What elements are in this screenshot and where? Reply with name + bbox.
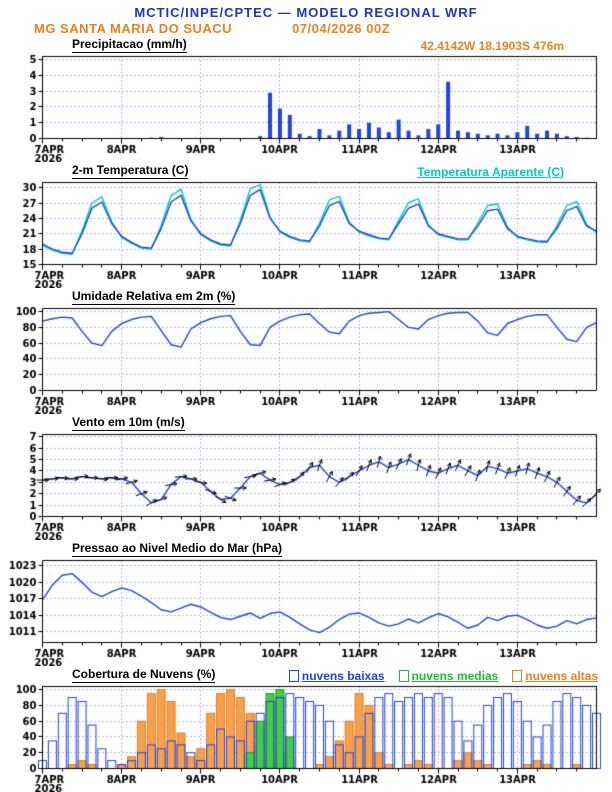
model-title: MCTIC/INPE/CPTEC — MODELO REGIONAL WRF bbox=[134, 5, 478, 20]
panel-temperature: 2-m Temperatura (C) Temperatura Aparente… bbox=[0, 162, 612, 288]
panel-pressure: Pressao ao Nivel Medio do Mar (hPa) bbox=[0, 540, 612, 666]
legend-label-low-clouds: nuvens baixas bbox=[301, 669, 385, 683]
pressure-chart bbox=[0, 557, 612, 666]
cloud-legend: nuvens baixas nuvens medias nuvens altas bbox=[288, 669, 598, 683]
panel-title-humidity: Umidade Relativa em 2m (%) bbox=[72, 289, 236, 305]
station-coordinates: 42.4142W 18.1903S 476m bbox=[420, 39, 564, 53]
panel-title-pressure: Pressao ao Nivel Medio do Mar (hPa) bbox=[72, 541, 283, 557]
panel-precipitation: Precipitacao (mm/h) 42.4142W 18.1903S 47… bbox=[0, 36, 612, 162]
legend-label-mid-clouds: nuvens medias bbox=[411, 669, 499, 683]
panel-head-precipitation: Precipitacao (mm/h) 42.4142W 18.1903S 47… bbox=[0, 36, 612, 53]
low-clouds-swatch-icon bbox=[288, 670, 299, 682]
station-header: MG SANTA MARIA DO SUACU 07/04/2026 00Z bbox=[34, 21, 612, 36]
panel-title-cloud-cover: Cobertura de Nuvens (%) bbox=[72, 667, 216, 683]
station-name: MG SANTA MARIA DO SUACU bbox=[34, 21, 233, 36]
apparent-temperature-label: Temperatura Aparente (C) bbox=[417, 165, 564, 179]
panel-head-pressure: Pressao ao Nivel Medio do Mar (hPa) bbox=[0, 540, 612, 557]
legend-item-high-clouds: nuvens altas bbox=[512, 669, 598, 683]
mid-clouds-swatch-icon bbox=[398, 670, 409, 682]
panel-title-wind: Vento em 10m (m/s) bbox=[72, 415, 185, 431]
legend-label-high-clouds: nuvens altas bbox=[525, 669, 598, 683]
panel-humidity: Umidade Relativa em 2m (%) bbox=[0, 288, 612, 414]
panel-head-wind: Vento em 10m (m/s) bbox=[0, 414, 612, 431]
high-clouds-swatch-icon bbox=[512, 670, 523, 682]
panel-title-temperature: 2-m Temperatura (C) bbox=[72, 163, 189, 179]
run-datetime: 07/04/2026 00Z bbox=[292, 21, 391, 36]
panel-head-cloud-cover: Cobertura de Nuvens (%) nuvens baixas nu… bbox=[0, 666, 612, 683]
panel-title-precipitation: Precipitacao (mm/h) bbox=[72, 37, 187, 53]
panel-cloud-cover: Cobertura de Nuvens (%) nuvens baixas nu… bbox=[0, 666, 612, 792]
precipitation-chart bbox=[0, 53, 612, 162]
temperature-chart bbox=[0, 179, 612, 288]
cloud-cover-chart bbox=[0, 683, 612, 792]
page-header: MCTIC/INPE/CPTEC — MODELO REGIONAL WRF M… bbox=[0, 0, 612, 36]
legend-item-mid-clouds: nuvens medias bbox=[398, 669, 499, 683]
panel-wind: Vento em 10m (m/s) bbox=[0, 414, 612, 540]
panel-head-temperature: 2-m Temperatura (C) Temperatura Aparente… bbox=[0, 162, 612, 179]
wind-chart bbox=[0, 431, 612, 540]
panel-head-humidity: Umidade Relativa em 2m (%) bbox=[0, 288, 612, 305]
legend-item-low-clouds: nuvens baixas bbox=[288, 669, 385, 683]
humidity-chart bbox=[0, 305, 612, 414]
